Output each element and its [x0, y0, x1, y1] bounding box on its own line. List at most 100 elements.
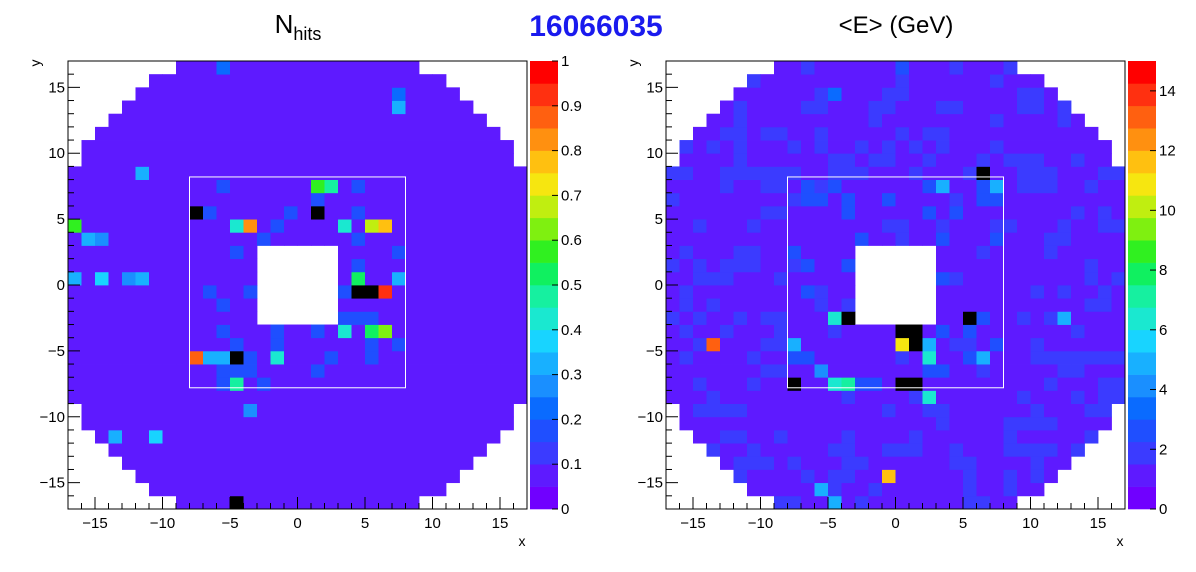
heatmap-cell: [338, 456, 352, 470]
heatmap-cell: [1098, 324, 1112, 339]
color-palette-nhits: 00.10.20.30.40.50.60.70.80.91: [530, 53, 582, 518]
heatmap-cell: [733, 205, 748, 220]
heatmap-cell: [189, 469, 204, 484]
palette-tick-label: 0.2: [561, 411, 582, 428]
heatmap-cell: [108, 113, 123, 128]
heatmap-cell: [135, 364, 150, 378]
heatmap-cell: [976, 337, 991, 352]
heatmap-cell: [882, 403, 896, 418]
heatmap-cell: [814, 61, 829, 75]
heatmap-cell: [760, 364, 775, 378]
heatmap-cell: [365, 192, 379, 207]
heatmap-cell: [949, 429, 964, 444]
heatmap-cell: [176, 298, 190, 312]
heatmap-cell: [311, 482, 325, 497]
heatmap-cell: [909, 350, 923, 365]
heatmap-cell: [760, 271, 775, 286]
heatmap-cell: [216, 113, 231, 128]
heatmap-cell: [706, 416, 721, 431]
heatmap-cell: [378, 495, 393, 510]
heatmap-cell: [230, 482, 244, 497]
heatmap-cell: [365, 364, 379, 378]
heatmap-cell: [203, 140, 217, 154]
heatmap-cell: [963, 258, 977, 273]
heatmap-cell: [392, 324, 406, 339]
heatmap-cell: [706, 179, 721, 194]
heatmap-cell: [149, 469, 163, 484]
heatmap-cell: [270, 456, 285, 470]
heatmap-cell: [949, 192, 964, 207]
heatmap-cell: [392, 113, 406, 128]
heatmap-cell: [135, 390, 150, 404]
heatmap-cell: [814, 350, 829, 365]
heatmap-cell: [706, 245, 721, 260]
heatmap-cell: [216, 311, 231, 325]
heatmap-cell: [351, 482, 366, 497]
heatmap-cell: [203, 153, 217, 167]
heatmap-cell: [706, 337, 721, 352]
heatmap-cell: [270, 364, 285, 378]
heatmap-cell: [693, 153, 707, 167]
heatmap-cell: [419, 324, 433, 339]
heatmap-cell: [1098, 153, 1112, 167]
heatmap-cell: [1057, 285, 1072, 299]
heatmap-cell: [895, 495, 910, 510]
heatmap-cell: [936, 443, 950, 457]
heatmap-cell: [149, 153, 163, 167]
heatmap-cell: [679, 350, 694, 365]
heatmap-cell: [203, 377, 217, 391]
heatmap-cell: [1003, 205, 1018, 220]
heatmap-cell: [922, 87, 937, 101]
heatmap-cell: [513, 179, 528, 194]
heatmap-cell: [1044, 298, 1058, 312]
heatmap-cell: [230, 126, 244, 141]
heatmap-cell: [446, 324, 460, 339]
heatmap-cell: [81, 219, 96, 233]
heatmap-cell: [405, 61, 420, 75]
heatmap-cell: [774, 271, 788, 286]
heatmap-cell: [230, 285, 244, 299]
heatmap-cell: [135, 245, 150, 260]
heatmap-cell: [500, 179, 514, 194]
heatmap-cell: [432, 258, 447, 273]
heatmap-cell: [868, 192, 883, 207]
heatmap-cell: [486, 245, 501, 260]
heatmap-cell: [868, 61, 883, 75]
heatmap-cell: [270, 482, 285, 497]
heatmap-cell: [720, 403, 734, 418]
heatmap-cell: [108, 140, 123, 154]
heatmap-cell: [1098, 285, 1112, 299]
heatmap-cell: [405, 219, 420, 233]
heatmap-cell: [351, 271, 366, 286]
heatmap-cell: [419, 429, 433, 444]
heatmap-cell: [801, 456, 815, 470]
heatmap-cell: [81, 416, 96, 431]
heatmap-cell: [855, 456, 869, 470]
heatmap-cell: [243, 403, 258, 418]
heatmap-cell: [1044, 258, 1058, 273]
heatmap-cell: [1084, 166, 1099, 180]
heatmap-cell: [949, 100, 964, 115]
heatmap-cell: [949, 219, 964, 233]
heatmap-cell: [203, 205, 217, 220]
heatmap-cell: [405, 337, 420, 352]
heatmap-cell: [108, 258, 123, 273]
heatmap-cell: [149, 166, 163, 180]
heatmap-cell: [747, 416, 761, 431]
heatmap-cell: [1057, 311, 1072, 325]
heatmap-cell: [1003, 166, 1018, 180]
heatmap-cell: [990, 113, 1004, 128]
palette-tick-label: 0.6: [561, 232, 582, 249]
heatmap-cell: [1084, 350, 1099, 365]
heatmap-cell: [1003, 258, 1018, 273]
heatmap-cell: [895, 153, 910, 167]
heatmap-cell: [81, 192, 96, 207]
heatmap-cell: [679, 232, 694, 246]
heatmap-cell: [1057, 416, 1072, 431]
heatmap-cell: [990, 140, 1004, 154]
heatmap-cell: [855, 324, 869, 339]
heatmap-cell: [787, 258, 802, 273]
heatmap-cell: [1017, 74, 1031, 88]
heatmap-cell: [855, 166, 869, 180]
heatmap-cell: [473, 153, 487, 167]
